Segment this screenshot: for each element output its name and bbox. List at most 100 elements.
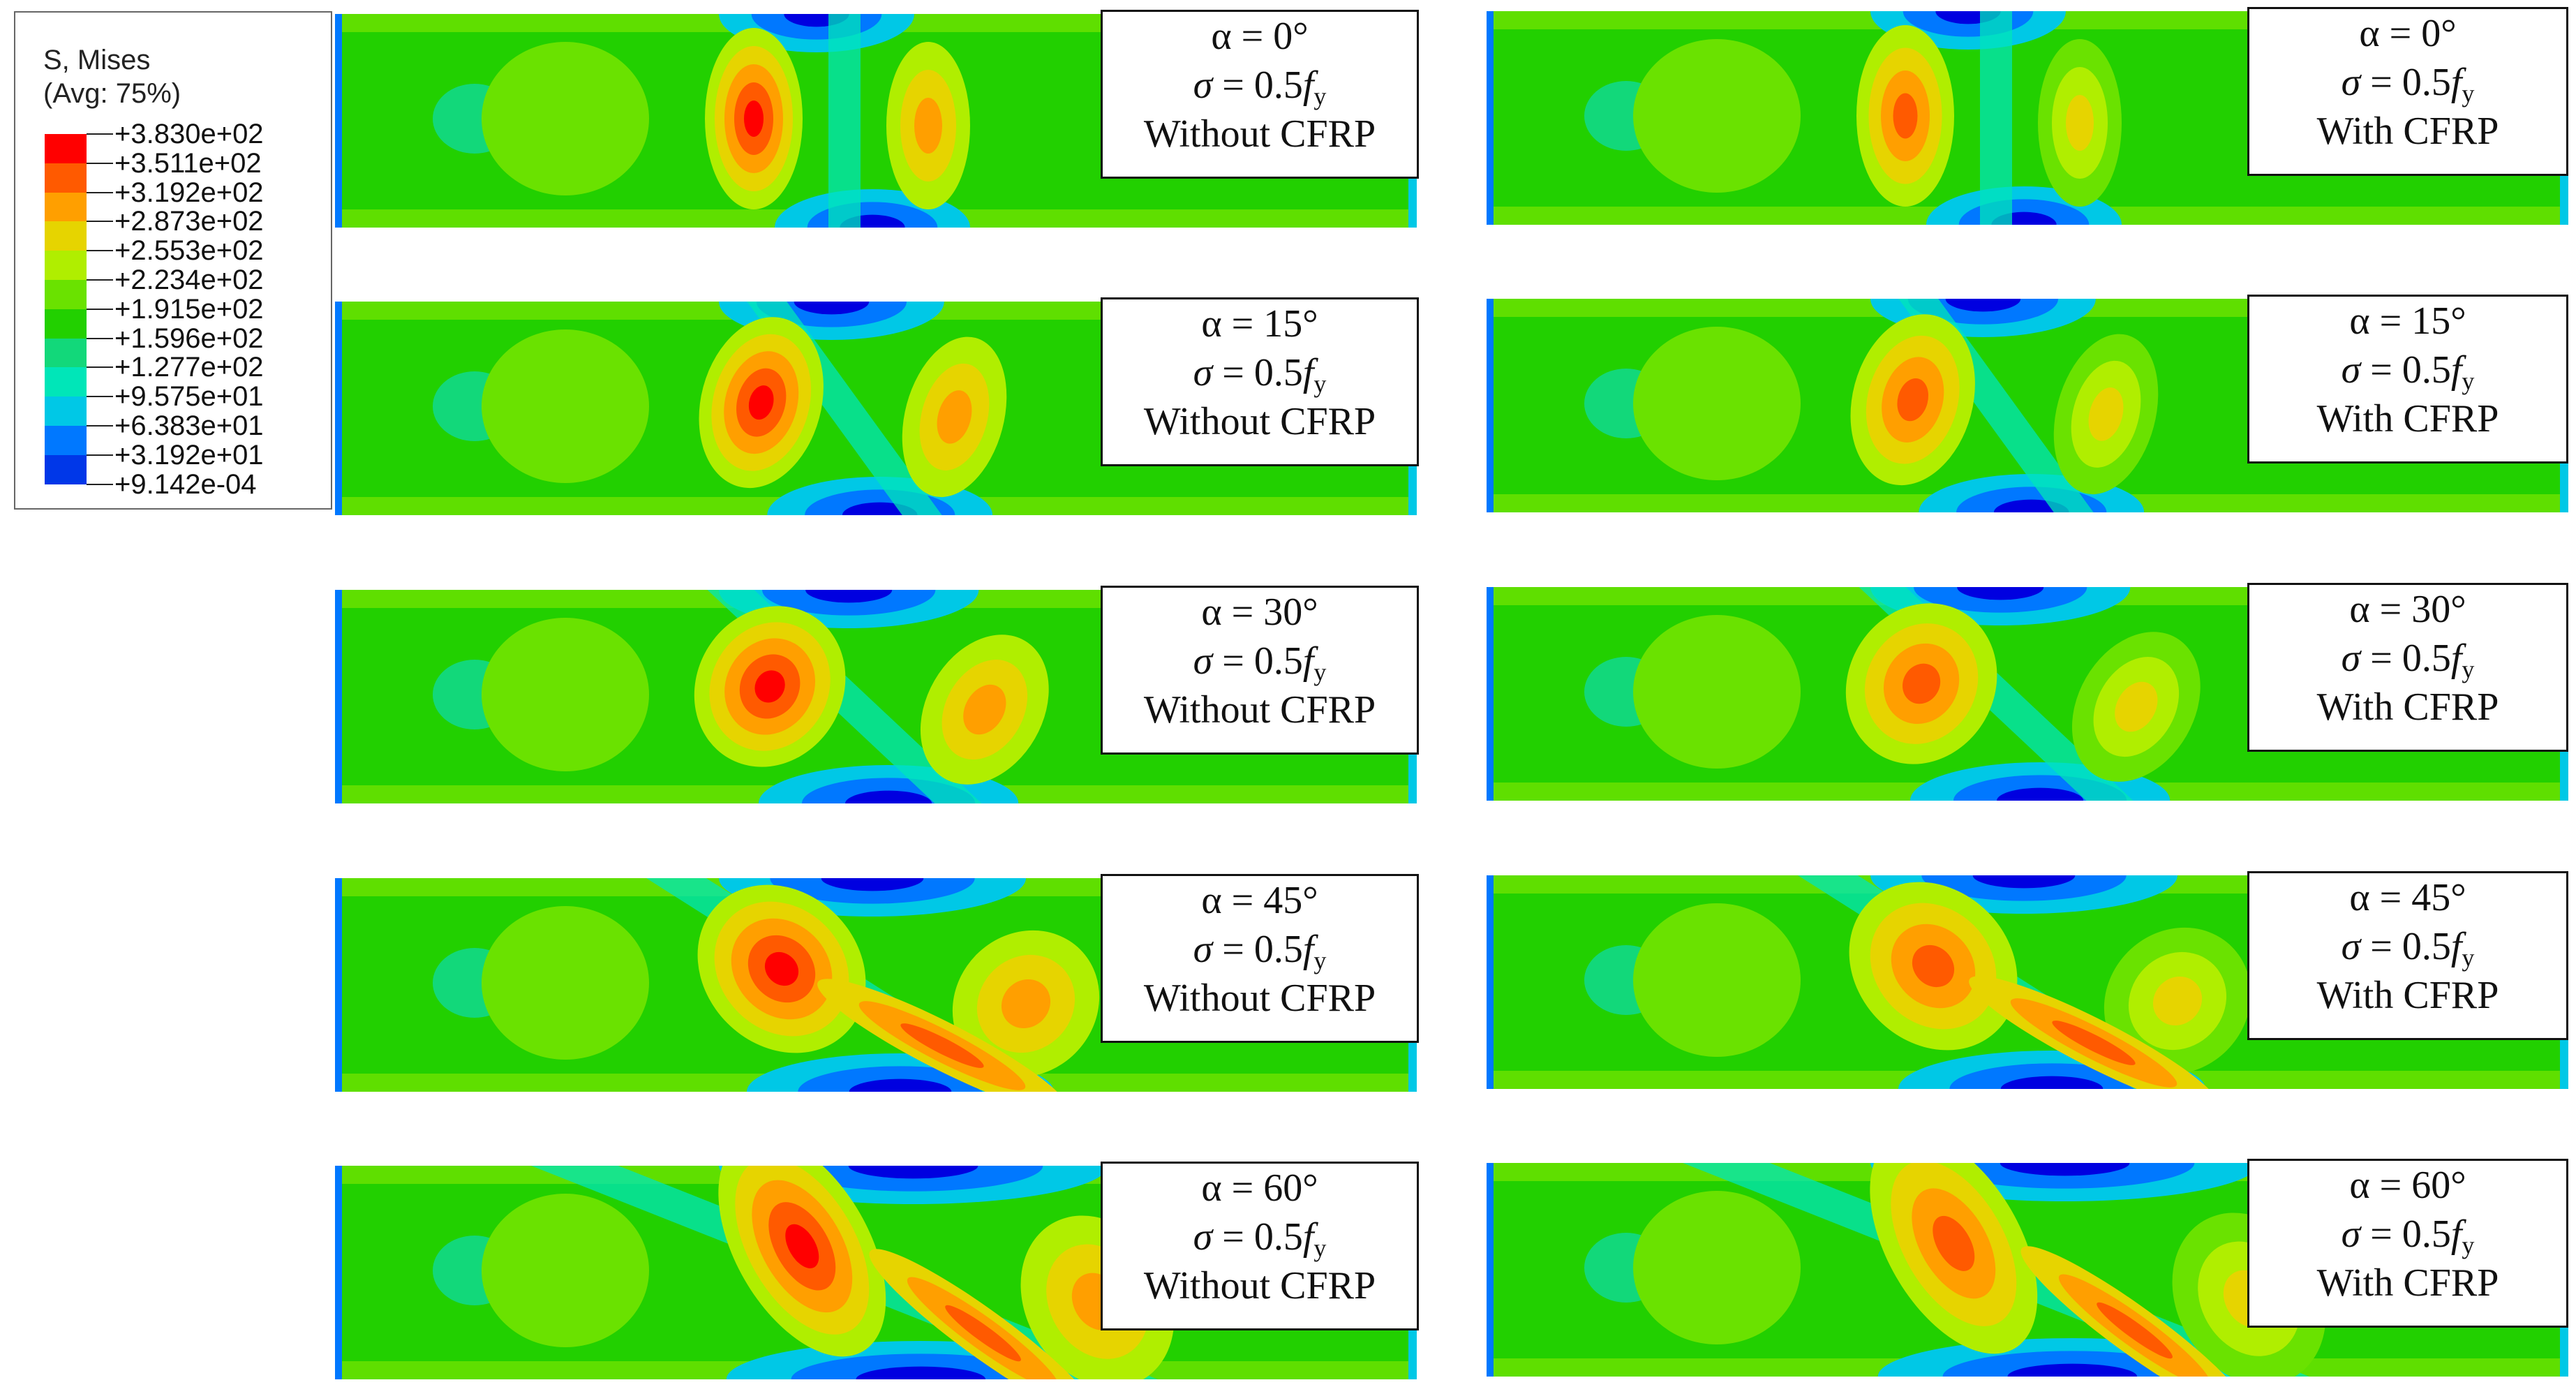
stress-contour (335, 878, 1417, 1092)
legend-tick (87, 337, 113, 339)
angle-label: α = 0° (2359, 12, 2457, 55)
sigma-symbol: σ (2341, 348, 2361, 392)
case-label-box: α = 60° σ = 0.5fy With CFRP (2247, 1159, 2568, 1328)
case-label-box: α = 60° σ = 0.5fy Without CFRP (1101, 1162, 1419, 1330)
stress-ratio-label: σ = 0.5fy (1103, 637, 1417, 686)
yield-subscript: y (2462, 367, 2475, 395)
legend-level-label: +2.553e+02 (114, 235, 264, 267)
cfrp-label: Without CFRP (1143, 977, 1376, 1020)
legend-tick (87, 425, 113, 427)
legend-tick (87, 454, 113, 456)
stress-contour (1487, 875, 2568, 1089)
legend-swatch (45, 396, 87, 426)
yield-symbol: f (1302, 639, 1314, 683)
legend-level-label: +3.192e+01 (114, 439, 264, 470)
sigma-symbol: σ (1193, 351, 1213, 394)
stress-ratio-label: σ = 0.5fy (1103, 925, 1417, 974)
cfrp-label: With CFRP (2316, 685, 2499, 729)
stress-ratio-value: = 0.5 (1212, 351, 1303, 394)
legend-tick (87, 133, 113, 135)
case-label-box: α = 30° σ = 0.5fy Without CFRP (1101, 586, 1419, 755)
yield-subscript: y (1313, 947, 1327, 974)
legend-level-label: +2.873e+02 (114, 206, 264, 237)
legend-swatch (45, 251, 87, 280)
legend-subtitle: (Avg: 75%) (43, 78, 181, 109)
angle-label: α = 45° (1201, 879, 1318, 922)
yield-subscript: y (1313, 1234, 1327, 1262)
yield-subscript: y (1313, 370, 1327, 398)
legend-level-label: +9.142e-04 (114, 468, 257, 500)
stress-ratio-value: = 0.5 (2360, 61, 2451, 104)
yield-symbol: f (2450, 1213, 2462, 1256)
angle-label: α = 15° (2349, 299, 2466, 343)
legend-swatch (45, 221, 87, 251)
legend-swatch (45, 134, 87, 163)
legend-tick (87, 483, 113, 485)
legend-tick (87, 279, 113, 281)
yield-symbol: f (1302, 1215, 1314, 1259)
legend-level-label: +1.596e+02 (114, 322, 264, 354)
angle-label: α = 60° (2349, 1164, 2466, 1207)
legend-swatch (45, 309, 87, 339)
cfrp-label: Without CFRP (1143, 400, 1376, 443)
stress-ratio-value: = 0.5 (2360, 348, 2451, 392)
stress-ratio-value: = 0.5 (1212, 1215, 1303, 1259)
legend-tick (87, 191, 113, 193)
sigma-symbol: σ (2341, 925, 2361, 968)
legend-level-label: +1.915e+02 (114, 293, 264, 325)
stress-ratio-label: σ = 0.5fy (1103, 1213, 1417, 1262)
yield-subscript: y (2462, 655, 2475, 683)
yield-subscript: y (1313, 658, 1327, 686)
sigma-symbol: σ (1193, 928, 1213, 971)
legend-swatch (45, 426, 87, 455)
sigma-symbol: σ (1193, 1215, 1213, 1259)
stress-contour (1487, 1163, 2568, 1377)
contour-panel-alpha-60-with-cfrp: α = 60° σ = 0.5fy With CFRP (1487, 1159, 2568, 1379)
contour-panel-alpha-30-with-cfrp: α = 30° σ = 0.5fy With CFRP (1487, 583, 2568, 803)
stress-ratio-label: σ = 0.5fy (2249, 346, 2566, 395)
legend-tick (87, 308, 113, 310)
case-label-box: α = 45° σ = 0.5fy Without CFRP (1101, 874, 1419, 1043)
legend-tick (87, 250, 113, 252)
legend-level-label: +2.234e+02 (114, 265, 264, 295)
angle-label: α = 15° (1201, 302, 1318, 346)
contour-panel-alpha-0-with-cfrp: α = 0° σ = 0.5fy With CFRP (1487, 7, 2568, 228)
legend-tick (87, 396, 113, 398)
stress-ratio-value: = 0.5 (2360, 925, 2451, 968)
stress-ratio-label: σ = 0.5fy (2249, 634, 2566, 683)
stress-ratio-value: = 0.5 (2360, 637, 2451, 680)
yield-symbol: f (1302, 928, 1314, 971)
angle-label: α = 30° (2349, 588, 2466, 631)
legend-swatch (45, 454, 87, 484)
yield-symbol: f (2450, 61, 2462, 104)
legend-swatch (45, 367, 87, 397)
sigma-symbol: σ (1193, 639, 1213, 683)
yield-symbol: f (2450, 348, 2462, 392)
yield-symbol: f (1302, 64, 1314, 107)
sigma-symbol: σ (2341, 1213, 2361, 1256)
legend-level-label: +3.830e+02 (114, 119, 264, 149)
stress-ratio-label: σ = 0.5fy (2249, 1210, 2566, 1259)
legend-swatch (45, 280, 87, 309)
angle-label: α = 0° (1211, 15, 1309, 58)
yield-subscript: y (1313, 82, 1327, 110)
legend-swatch (45, 338, 87, 368)
legend-level-label: +3.192e+02 (114, 177, 264, 208)
contour-panel-alpha-45-without-cfrp: α = 45° σ = 0.5fy Without CFRP (335, 874, 1419, 1095)
cfrp-label: With CFRP (2316, 1261, 2499, 1305)
legend-tick (87, 221, 113, 223)
stress-ratio-value: = 0.5 (2360, 1213, 2451, 1256)
contour-panel-alpha-15-without-cfrp: α = 15° σ = 0.5fy Without CFRP (335, 297, 1419, 518)
yield-subscript: y (2462, 80, 2475, 107)
stress-ratio-label: σ = 0.5fy (1103, 61, 1417, 110)
legend-level-label: +6.383e+01 (114, 410, 264, 441)
yield-subscript: y (2462, 944, 2475, 972)
legend-level-label: +9.575e+01 (114, 381, 264, 413)
contour-panel-alpha-45-with-cfrp: α = 45° σ = 0.5fy With CFRP (1487, 871, 2568, 1092)
angle-label: α = 60° (1201, 1166, 1318, 1210)
case-label-box: α = 0° σ = 0.5fy Without CFRP (1101, 10, 1419, 179)
legend-swatch (45, 163, 87, 193)
angle-label: α = 30° (1201, 591, 1318, 634)
yield-subscript: y (2462, 1231, 2475, 1259)
sigma-symbol: σ (2341, 637, 2361, 680)
